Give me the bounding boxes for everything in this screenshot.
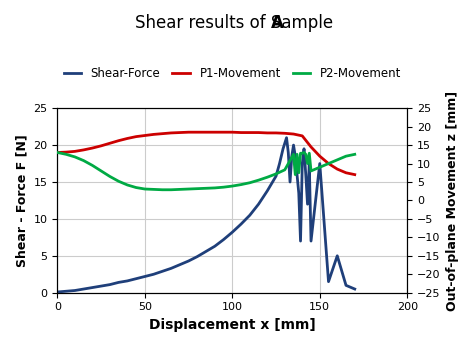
Text: Shear results of Sample: Shear results of Sample — [135, 14, 339, 32]
Legend: Shear-Force, P1-Movement, P2-Movement: Shear-Force, P1-Movement, P2-Movement — [59, 62, 406, 85]
Y-axis label: Shear - Force F [N]: Shear - Force F [N] — [15, 134, 28, 267]
X-axis label: Displacement x [mm]: Displacement x [mm] — [149, 318, 316, 332]
Y-axis label: Out-of-plane Movement z [mm]: Out-of-plane Movement z [mm] — [446, 91, 459, 311]
Text: A: A — [271, 14, 284, 32]
